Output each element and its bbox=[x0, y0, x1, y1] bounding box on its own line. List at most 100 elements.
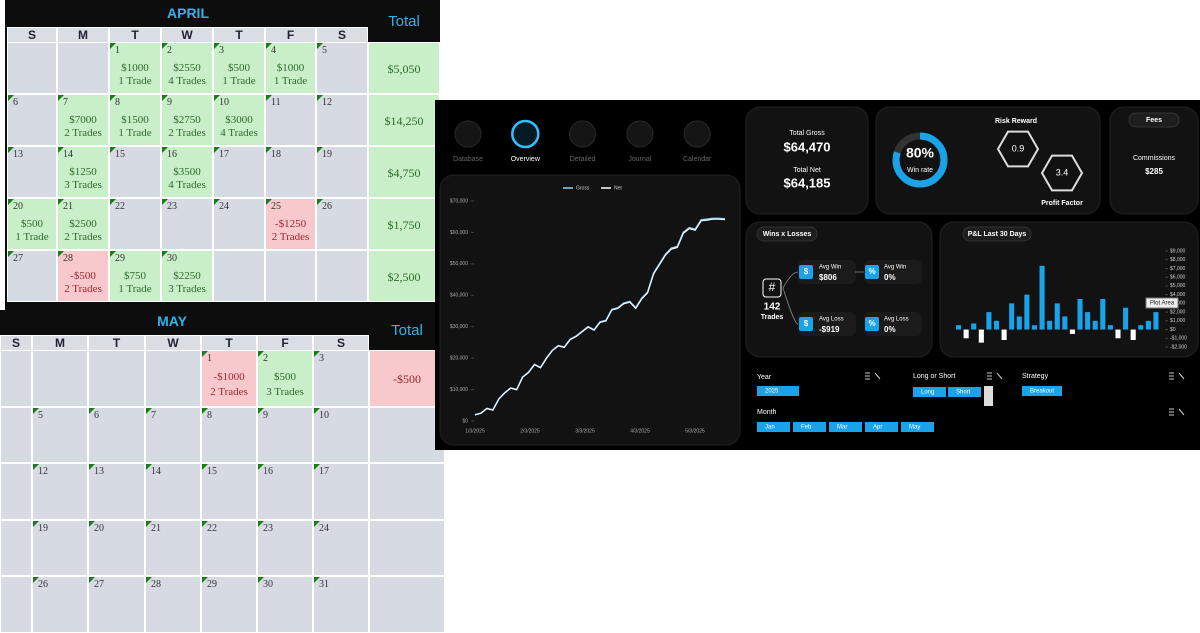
day-number: 17 bbox=[319, 466, 329, 477]
cell-marker bbox=[110, 43, 116, 49]
stat-label: Avg Win bbox=[884, 265, 906, 271]
day-cell: 13 bbox=[7, 146, 57, 198]
slicer-button[interactable] bbox=[757, 422, 790, 432]
week-total bbox=[369, 519, 445, 576]
icon-box bbox=[799, 265, 813, 279]
day-trades: 2 Trades bbox=[64, 127, 102, 140]
x-tick-label: 2/3/2025 bbox=[520, 428, 540, 434]
profit-factor-value: 3.4 bbox=[1056, 167, 1069, 177]
day-cell: 10 bbox=[313, 406, 369, 463]
day-number: 9 bbox=[263, 409, 268, 421]
day-number: 24 bbox=[319, 522, 329, 534]
day-number: 25 bbox=[271, 201, 281, 212]
cell-marker bbox=[214, 147, 220, 153]
stat-label: Avg Loss bbox=[884, 317, 909, 323]
kpi-value: $64,185 bbox=[784, 175, 831, 190]
pnl-bar bbox=[1123, 307, 1129, 330]
day-trades: 2 Trades bbox=[271, 231, 310, 244]
slicer-title: Month bbox=[757, 409, 777, 416]
slicer-button[interactable] bbox=[913, 387, 946, 397]
cell-marker bbox=[89, 407, 95, 414]
stat-value: -$919 bbox=[819, 325, 840, 334]
nav-icon[interactable] bbox=[569, 120, 597, 148]
day-cell: 6 bbox=[88, 406, 145, 463]
y-tick-label: $9,000 bbox=[1170, 248, 1186, 254]
cell-marker bbox=[58, 95, 64, 101]
filter-icon[interactable] bbox=[865, 372, 881, 380]
day-number: 29 bbox=[115, 253, 125, 264]
day-trades: 2 Trades bbox=[64, 283, 102, 296]
pill bbox=[1128, 112, 1180, 128]
day-number: 15 bbox=[207, 466, 217, 477]
cell-marker bbox=[89, 520, 95, 527]
slicer-button[interactable] bbox=[793, 422, 826, 432]
day-cell: 13 bbox=[88, 463, 145, 520]
cell-marker bbox=[8, 251, 14, 257]
weekday-header: M bbox=[57, 27, 109, 43]
icon-box bbox=[865, 265, 879, 279]
cell-marker bbox=[162, 95, 168, 101]
filter-icon[interactable] bbox=[1169, 372, 1185, 380]
cell-marker bbox=[317, 199, 323, 205]
pnl-bar bbox=[1077, 299, 1083, 330]
day-cell bbox=[0, 576, 32, 633]
pill-label: Wins x Losses bbox=[763, 231, 812, 238]
cell-marker bbox=[146, 520, 152, 527]
day-cell: 20 bbox=[88, 519, 145, 576]
slicer-title: Strategy bbox=[1022, 373, 1049, 380]
day-amount: $2250 bbox=[173, 269, 201, 282]
weekday-header: S bbox=[316, 27, 368, 43]
day-amount: $2550 bbox=[173, 61, 201, 74]
stat-icon: $ bbox=[804, 267, 809, 276]
filter-icon[interactable] bbox=[987, 372, 1003, 380]
day-amount: $3000 bbox=[225, 113, 253, 126]
slicer-button[interactable] bbox=[757, 386, 799, 396]
day-cell: 3 bbox=[313, 350, 369, 407]
nav-icon[interactable] bbox=[511, 119, 540, 149]
day-trades: 4 Trades bbox=[168, 179, 206, 192]
scroll[interactable] bbox=[984, 386, 993, 406]
equity-line bbox=[474, 218, 726, 416]
cell-marker bbox=[314, 407, 320, 414]
month-title: APRIL bbox=[167, 4, 209, 21]
day-cell: 19 bbox=[316, 146, 368, 198]
day-number: 28 bbox=[63, 253, 73, 264]
pnl-bar bbox=[1085, 312, 1091, 330]
nav-icon[interactable] bbox=[626, 120, 654, 148]
day-amount: $1000 bbox=[121, 61, 149, 74]
nav-icon[interactable] bbox=[683, 120, 711, 148]
day-number: 14 bbox=[63, 149, 73, 160]
day-number: 9 bbox=[167, 97, 172, 108]
hexagon bbox=[996, 130, 1040, 168]
day-number: 5 bbox=[322, 45, 327, 56]
y-tick-label: $6,000 bbox=[1170, 275, 1186, 281]
slicer-button[interactable] bbox=[1022, 386, 1062, 396]
day-cell: 30 $2250 3 Trades bbox=[161, 250, 213, 302]
pill bbox=[962, 226, 1032, 242]
cell-marker bbox=[110, 147, 116, 153]
day-cell: 8 bbox=[201, 406, 257, 463]
nav-icon[interactable] bbox=[454, 120, 482, 148]
slicer-button[interactable] bbox=[829, 422, 862, 432]
cell-marker bbox=[266, 199, 272, 205]
day-trades: 3 Trades bbox=[168, 283, 206, 296]
slicer-button[interactable] bbox=[901, 422, 934, 432]
filter-icon[interactable] bbox=[1169, 408, 1185, 416]
day-amount: -$1000 bbox=[213, 371, 245, 384]
day-cell: 18 bbox=[265, 146, 316, 198]
day-cell: 1 -$1000 2 Trades bbox=[201, 350, 257, 407]
weekday-header: M bbox=[32, 335, 88, 351]
y-tick-label: $70,000 bbox=[450, 198, 468, 204]
icon-box bbox=[865, 317, 879, 331]
slicer-button-label: 2025 bbox=[765, 389, 779, 395]
cell-marker bbox=[266, 43, 272, 49]
slicer-button[interactable] bbox=[865, 422, 898, 432]
slicer-button[interactable] bbox=[948, 387, 981, 397]
day-cell bbox=[88, 350, 145, 407]
day-trades: 2 Trades bbox=[168, 127, 206, 140]
day-cell: 23 bbox=[257, 519, 313, 576]
cell-marker bbox=[266, 147, 272, 153]
day-number: 13 bbox=[94, 466, 104, 477]
day-cell: 17 bbox=[213, 146, 265, 198]
slicer-button-label: Mar bbox=[837, 425, 847, 431]
